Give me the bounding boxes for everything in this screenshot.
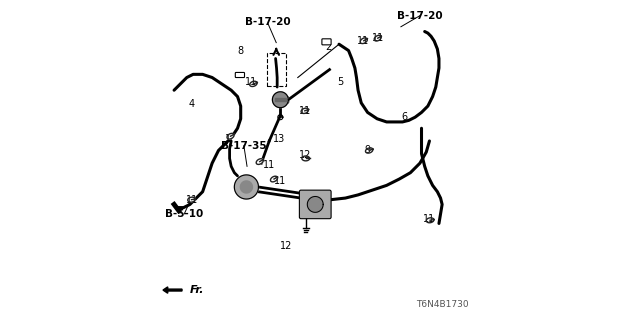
Text: 5: 5 xyxy=(337,77,344,87)
Polygon shape xyxy=(307,196,323,212)
Text: 13: 13 xyxy=(273,134,285,144)
Text: T6N4B1730: T6N4B1730 xyxy=(417,300,469,309)
Text: B-17-20: B-17-20 xyxy=(245,17,291,27)
Text: 12: 12 xyxy=(280,241,292,251)
Text: 3: 3 xyxy=(284,96,290,106)
Polygon shape xyxy=(273,92,288,108)
Polygon shape xyxy=(374,35,381,41)
Text: 7: 7 xyxy=(243,182,248,192)
Text: B-17-35: B-17-35 xyxy=(221,141,267,151)
Polygon shape xyxy=(275,98,285,101)
Text: 11: 11 xyxy=(372,33,384,43)
Text: 4: 4 xyxy=(188,100,195,109)
Text: 1: 1 xyxy=(225,134,231,144)
Text: 11: 11 xyxy=(422,214,435,224)
Text: 6: 6 xyxy=(401,112,407,122)
FancyBboxPatch shape xyxy=(236,72,244,77)
Text: B-17-20: B-17-20 xyxy=(397,11,443,21)
Text: 11: 11 xyxy=(245,77,257,87)
Polygon shape xyxy=(426,218,434,223)
Polygon shape xyxy=(365,148,373,153)
FancyBboxPatch shape xyxy=(300,190,331,219)
Text: 8: 8 xyxy=(237,45,243,56)
Polygon shape xyxy=(188,197,195,202)
Text: 10: 10 xyxy=(316,198,328,208)
Polygon shape xyxy=(241,181,252,193)
Polygon shape xyxy=(227,133,234,139)
Polygon shape xyxy=(234,175,259,199)
Text: 12: 12 xyxy=(299,150,311,160)
Polygon shape xyxy=(302,156,310,161)
Polygon shape xyxy=(271,176,278,182)
Text: 9: 9 xyxy=(364,146,370,156)
Text: 2: 2 xyxy=(325,42,331,52)
Text: B-5-10: B-5-10 xyxy=(165,209,204,219)
Polygon shape xyxy=(163,287,182,293)
Text: 11: 11 xyxy=(186,195,198,205)
Text: 11: 11 xyxy=(299,106,311,116)
Text: 11: 11 xyxy=(274,176,287,186)
Polygon shape xyxy=(301,108,308,114)
Text: Fr.: Fr. xyxy=(189,285,204,295)
Text: 11: 11 xyxy=(262,160,275,170)
Polygon shape xyxy=(360,38,367,44)
FancyBboxPatch shape xyxy=(322,39,331,45)
Text: 11: 11 xyxy=(356,36,369,46)
Polygon shape xyxy=(250,81,257,86)
Polygon shape xyxy=(256,159,263,164)
